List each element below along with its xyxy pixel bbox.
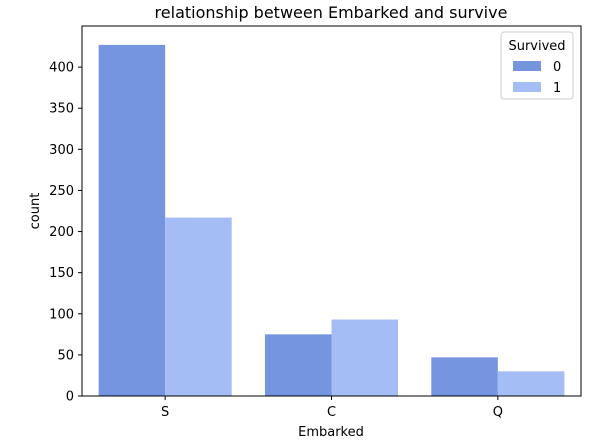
bar-Q-series-0	[431, 357, 498, 396]
legend-swatch-0	[513, 61, 541, 71]
y-tick-label: 250	[49, 184, 74, 199]
y-tick-label: 0	[66, 390, 74, 405]
x-tick-label: Q	[493, 405, 503, 420]
y-axis-label: count	[28, 193, 43, 230]
y-tick-label: 200	[49, 225, 74, 240]
y-tick-label: 350	[49, 102, 74, 117]
y-tick-label: 400	[49, 61, 74, 76]
bar-C-series-1	[331, 319, 399, 396]
plot-frame	[81, 25, 582, 397]
bars	[98, 44, 565, 397]
bar-S-series-1	[165, 217, 232, 396]
x-axis-label: Embarked	[298, 425, 364, 440]
y-tick-label: 150	[49, 266, 74, 281]
legend-swatch-1	[513, 82, 541, 92]
y-tick-label: 300	[49, 143, 74, 158]
legend: Survived 0 1	[500, 31, 574, 100]
chart-title: relationship between Embarked and surviv…	[155, 3, 508, 22]
y-axis-ticks: 0 50 100 150 200 250 300 350 400	[49, 61, 82, 405]
legend-label-1: 1	[553, 81, 561, 96]
x-tick-label: S	[161, 405, 169, 420]
legend-label-0: 0	[553, 60, 561, 75]
y-tick-label: 50	[57, 348, 74, 363]
bar-S-series-0	[98, 44, 166, 397]
x-tick-label: C	[327, 405, 336, 420]
bar-C-series-0	[264, 334, 332, 396]
bar-Q-series-1	[497, 371, 565, 396]
y-tick-label: 100	[49, 307, 74, 322]
legend-title: Survived	[508, 39, 565, 54]
